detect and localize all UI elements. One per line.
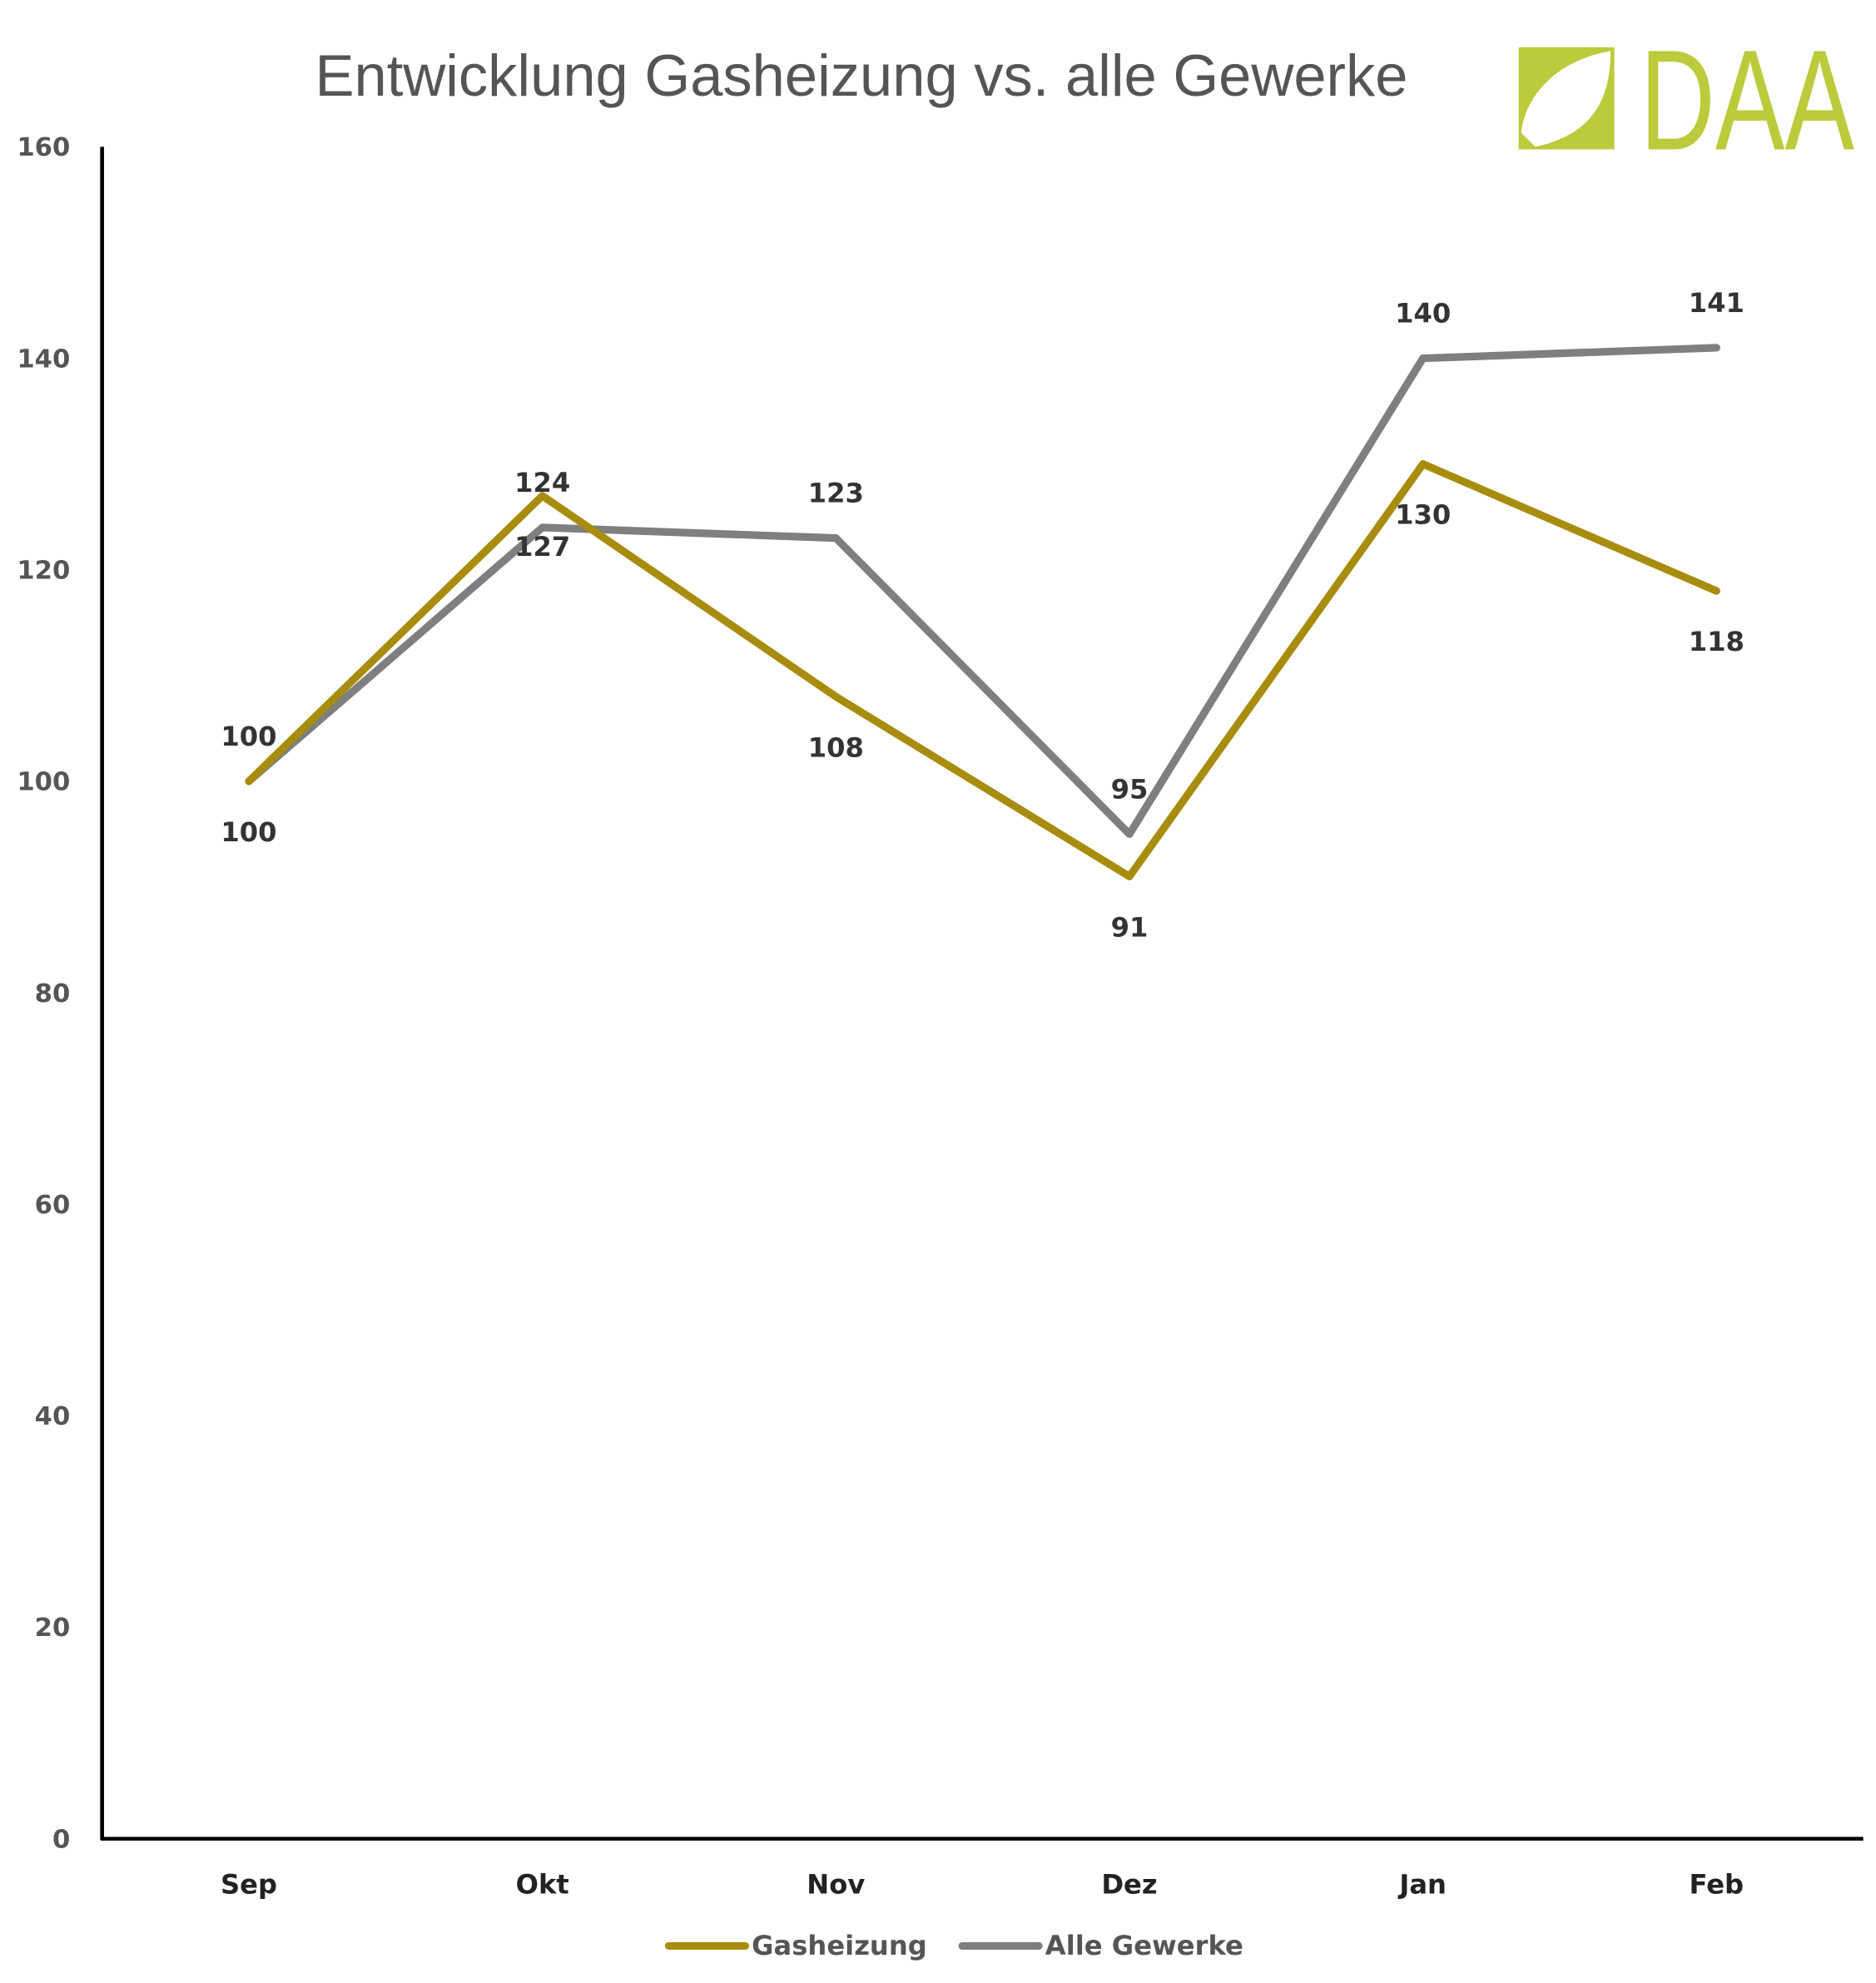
- chart-title: Entwicklung Gasheizung vs. alle Gewerke: [315, 42, 1407, 108]
- y-tick-label: 160: [17, 133, 70, 162]
- x-tick-label: Nov: [806, 1869, 865, 1901]
- y-tick-label: 120: [17, 556, 70, 585]
- y-tick-label: 20: [35, 1614, 71, 1643]
- data-label: 108: [808, 731, 864, 763]
- data-label: 123: [808, 478, 864, 509]
- data-label: 95: [1111, 773, 1149, 805]
- legend: Gasheizung Alle Gewerke: [664, 1930, 1243, 1961]
- data-label: 130: [1395, 499, 1451, 531]
- data-label: 124: [514, 467, 570, 498]
- data-label: 100: [221, 816, 276, 848]
- data-labels: 100 124 123 95 140 141 100 127 108 91 130 118: [221, 287, 1744, 943]
- x-tick-label: Dez: [1101, 1869, 1157, 1901]
- series-line-gasheizung: [245, 460, 1720, 880]
- x-tick-label: Feb: [1690, 1869, 1744, 1901]
- x-axis-categories: Sep Okt Nov Dez Jan Feb: [221, 1869, 1744, 1901]
- y-tick-label: 80: [35, 979, 71, 1009]
- y-tick-label: 0: [52, 1825, 70, 1854]
- y-tick-label: 60: [35, 1191, 71, 1220]
- x-tick-label: Jan: [1397, 1869, 1447, 1901]
- data-label: 140: [1395, 298, 1451, 330]
- y-tick-label: 100: [17, 768, 70, 797]
- data-label: 91: [1111, 911, 1149, 943]
- legend-label: Gasheizung: [752, 1930, 927, 1961]
- series-lines: [245, 344, 1720, 880]
- y-tick-label: 140: [17, 345, 70, 374]
- data-label: 100: [221, 721, 276, 752]
- daa-logo: DAA: [1518, 21, 1854, 180]
- legend-label: Alle Gewerke: [1045, 1930, 1243, 1961]
- x-tick-label: Okt: [516, 1869, 569, 1901]
- data-label: 127: [514, 531, 570, 563]
- series-line-alle-gewerke: [245, 344, 1720, 839]
- y-tick-label: 40: [35, 1402, 71, 1431]
- data-label: 118: [1689, 626, 1744, 657]
- data-label: 141: [1689, 287, 1744, 319]
- y-axis-ticks: 0 20 40 60 80 100 120 140 160: [17, 133, 70, 1854]
- svg-text:DAA: DAA: [1640, 21, 1854, 180]
- x-tick-label: Sep: [221, 1869, 277, 1901]
